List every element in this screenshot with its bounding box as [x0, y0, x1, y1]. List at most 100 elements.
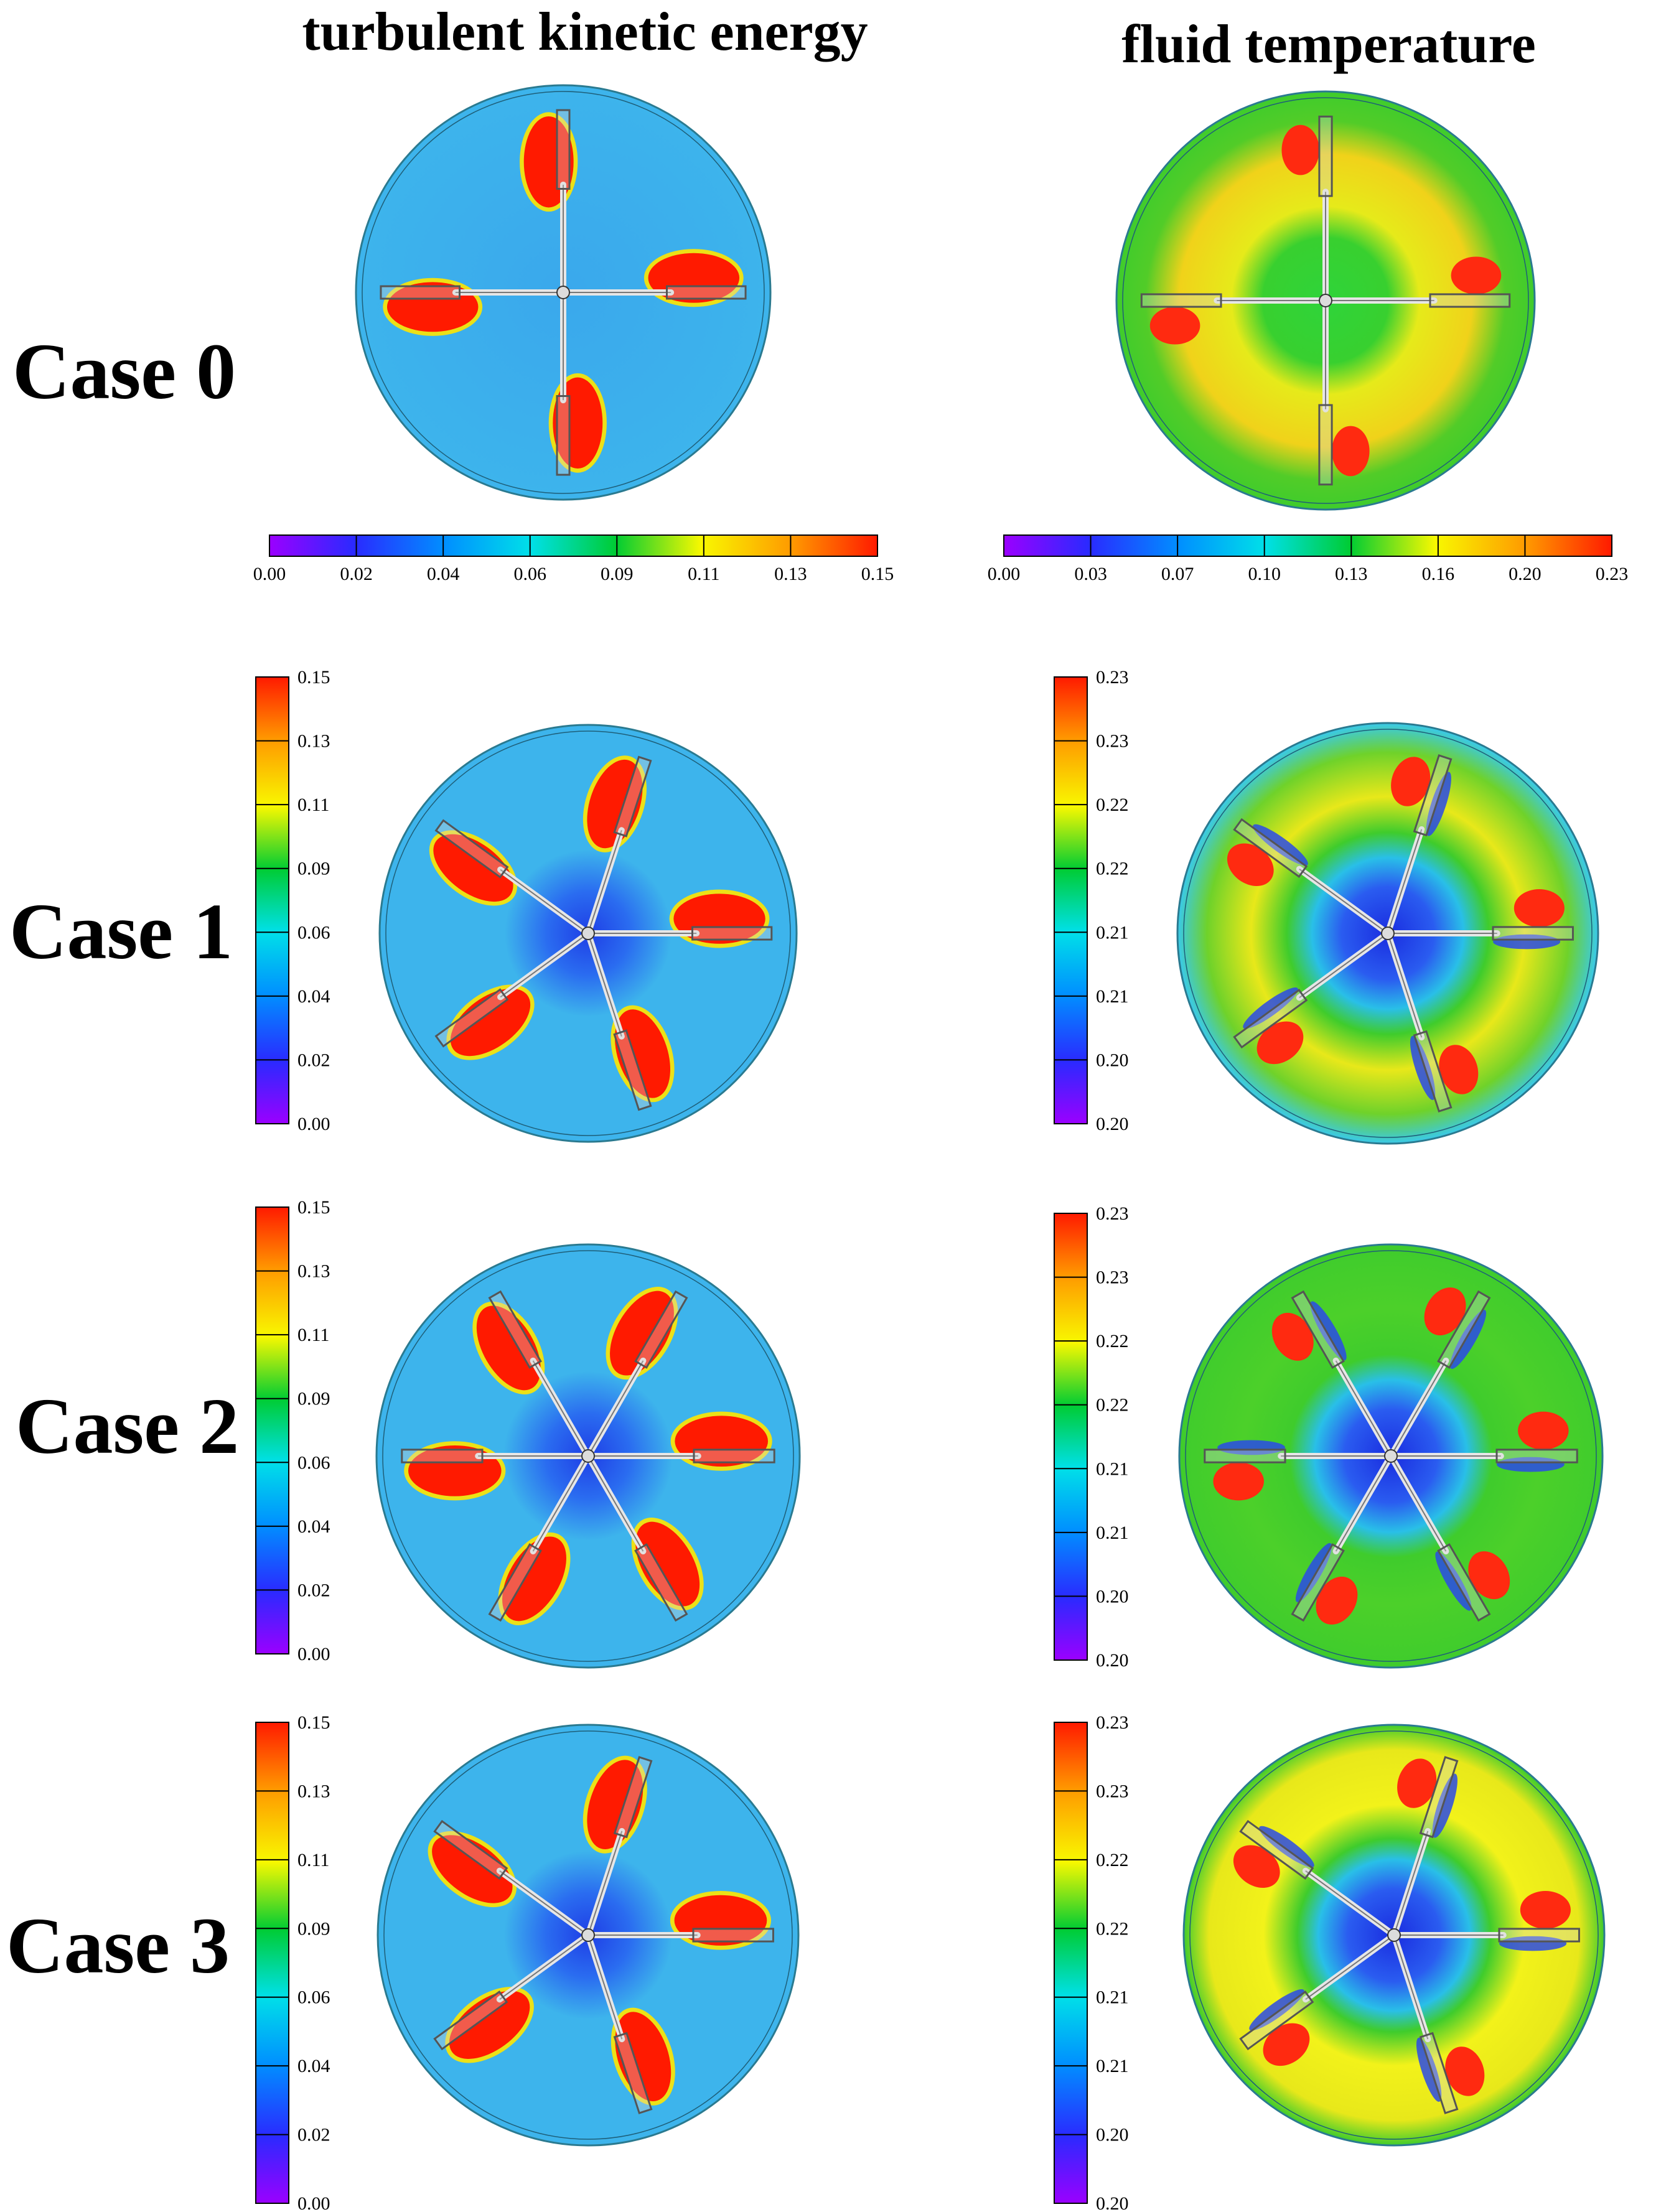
colorbar-tick-label: 0.20 [1096, 1586, 1129, 1607]
colorbar-tick-label: 0.21 [1096, 922, 1129, 943]
colorbar-tick-label: 0.00 [253, 564, 286, 584]
impeller-blade [1429, 293, 1511, 308]
impeller-blade [1495, 1449, 1578, 1463]
colorbar-tick-label: 0.20 [1096, 2125, 1129, 2145]
colorbar-tick-label: 0.11 [297, 1325, 329, 1345]
high-tke-region [432, 1835, 513, 1903]
colorbar-tick-label: 0.04 [297, 1516, 330, 1537]
hot-region [1445, 2046, 1485, 2096]
contour-temp-case2 [1178, 1243, 1604, 1669]
hot-region [1213, 1462, 1264, 1501]
colorbar-tick-label: 0.11 [297, 795, 329, 815]
impeller-blade [556, 109, 571, 190]
colorbar-tick-label: 0.22 [1096, 1850, 1129, 1870]
header-temperature: fluid temperature [1121, 14, 1536, 75]
colorbar-tick-label: 0.20 [1096, 2193, 1129, 2212]
impeller-hub [1381, 926, 1395, 940]
colorbar-tick-label: 0.03 [1074, 564, 1107, 584]
hot-region [1520, 1891, 1571, 1929]
impeller-blade [613, 1029, 652, 1111]
impeller-blade [556, 395, 571, 476]
impeller-blade [488, 1290, 542, 1369]
colorbar-tick-label: 0.22 [1096, 1395, 1129, 1416]
impeller-blade [1492, 926, 1574, 941]
colorbar-tick-label: 0.15 [297, 1712, 330, 1733]
colorbar-tick-label: 0.06 [297, 1452, 330, 1473]
contour-temp-case3 [1182, 1724, 1606, 2147]
hot-region [1424, 1287, 1466, 1336]
impeller-blade [613, 755, 652, 838]
colorbar-tke-case1: 0.15 0.13 0.11 0.09 0.06 0.04 0.02 0.00 [255, 667, 330, 1134]
impeller-blade [1413, 1030, 1453, 1113]
impeller-hub [1387, 1928, 1401, 1942]
colorbar-tick-label: 0.23 [1096, 667, 1129, 688]
colorbar-tick-label: 0.20 [1509, 564, 1542, 584]
impeller-blade [613, 2032, 653, 2114]
impeller-hub [1384, 1449, 1398, 1463]
hot-region [1263, 2023, 1310, 2066]
hot-region [1256, 1021, 1304, 1065]
hot-region [1391, 757, 1431, 806]
colorbar-tick-label: 0.06 [513, 564, 546, 584]
colorbar-tick-label: 0.04 [427, 564, 460, 584]
colorbar-tick-label: 0.10 [1248, 564, 1281, 584]
hot-region [1439, 1045, 1479, 1094]
colorbar-tick-label: 0.23 [1096, 1267, 1129, 1288]
impeller-blade [401, 1449, 484, 1463]
hot-region [1518, 1411, 1569, 1450]
impeller-blade [634, 1290, 688, 1369]
colorbar-tick-label: 0.11 [688, 564, 719, 584]
colorbar-tick-label: 0.00 [297, 1114, 330, 1134]
high-tke-region [476, 1305, 541, 1391]
contour-tke-case3 [377, 1724, 800, 2147]
colorbar-tick-label: 0.02 [340, 564, 373, 584]
colorbar-tick-label: 0.09 [297, 859, 330, 879]
impeller-blade [488, 1543, 542, 1622]
hot-region [1332, 426, 1370, 477]
colorbar-temp-case2: 0.23 0.23 0.22 0.22 0.21 0.21 0.20 0.20 [1054, 1203, 1129, 1671]
colorbar-tick-label: 0.16 [1422, 564, 1455, 584]
case-label-3: Case 3 [6, 1902, 230, 1990]
impeller-blade [1318, 115, 1333, 197]
impeller-blade [691, 926, 773, 941]
hot-region [1468, 1551, 1510, 1600]
high-tke-region [610, 1290, 674, 1376]
colorbar-tke-case2: 0.15 0.13 0.11 0.09 0.06 0.04 0.02 0.00 [255, 1197, 330, 1664]
colorbar-tick-label: 0.15 [861, 564, 894, 584]
hot-region [1316, 1576, 1358, 1625]
impeller-hub [581, 1928, 595, 1942]
colorbar-tick-label: 0.22 [1096, 859, 1129, 879]
colorbar-tick-label: 0.15 [297, 1197, 330, 1218]
hot-region [1514, 889, 1565, 927]
impeller-blade [1140, 293, 1222, 308]
hot-region [1227, 843, 1274, 887]
colorbar-tick-label: 0.20 [1096, 1650, 1129, 1671]
colorbar-tick-label: 0.06 [297, 922, 330, 943]
high-tke-region [433, 834, 513, 902]
hot-region [1281, 124, 1319, 175]
colorbar-temp-case0: 0.00 0.03 0.07 0.10 0.13 0.16 0.20 0.23 [988, 534, 1629, 584]
hot-region [1149, 307, 1200, 345]
colorbar-tick-label: 0.13 [297, 1781, 330, 1801]
colorbar-tick-label: 0.02 [297, 1580, 330, 1600]
impeller-blade [434, 819, 509, 879]
impeller-blade [634, 1543, 688, 1622]
impeller-hub [1319, 294, 1332, 307]
impeller-blade [1419, 2032, 1459, 2114]
colorbar-tick-label: 0.21 [1096, 1523, 1129, 1543]
colorbar-tick-label: 0.13 [297, 1261, 330, 1282]
case-label-2: Case 2 [16, 1382, 239, 1470]
impeller-blade [1291, 1543, 1345, 1622]
case-label-1: Case 1 [9, 887, 233, 976]
colorbar-tick-label: 0.04 [297, 986, 330, 1007]
impeller-hub [556, 286, 570, 299]
colorbar-tick-label: 0.21 [1096, 2056, 1129, 2076]
impeller-blade [1233, 818, 1308, 878]
colorbar-tick-label: 0.23 [1596, 564, 1629, 584]
impeller-blade [433, 1990, 508, 2051]
high-tke-region [449, 1990, 530, 2059]
colorbar-tick-label: 0.23 [1096, 1712, 1129, 1733]
colorbar-temp-case3: 0.23 0.23 0.22 0.22 0.21 0.21 0.20 0.20 [1054, 1712, 1129, 2212]
impeller-blade [1498, 1928, 1580, 1943]
